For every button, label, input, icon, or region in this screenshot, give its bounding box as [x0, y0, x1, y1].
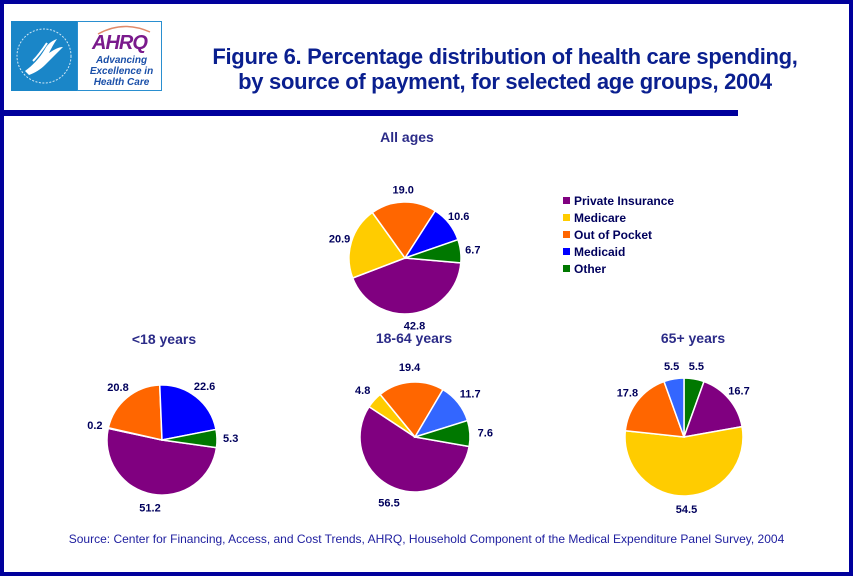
pie-slice-out-of-pocket [624, 380, 686, 438]
pie-slice-private-insurance [359, 405, 471, 493]
legend-label-private-insurance: Private Insurance [574, 194, 674, 208]
data-label-medicaid: 11.7 [460, 388, 481, 400]
pie-title-under-18: <18 years [132, 331, 196, 347]
data-label-other: 6.7 [465, 245, 480, 257]
pie-slice-other [414, 419, 471, 448]
data-label-medicare: 4.8 [355, 385, 370, 397]
pie-2: 56.5 4.8 19.4 11.7 7.6 [355, 362, 493, 510]
data-label-private-insurance: 56.5 [378, 497, 399, 509]
figure-title-line-2: by source of payment, for selected age g… [238, 69, 772, 94]
data-label-medicaid: 22.6 [194, 381, 215, 393]
figure-title-line-1: Figure 6. Percentage distribution of hea… [212, 44, 798, 69]
pie-title-18-64: 18-64 years [376, 330, 453, 346]
data-label-private-insurance: 42.8 [404, 321, 425, 333]
ahrq-brand-box: AHRQ Advancing Excellence in Health Care [77, 21, 162, 91]
pie-slice-out-of-pocket [371, 201, 437, 260]
ahrq-brand-text: AHRQ [92, 32, 148, 54]
legend-label-out-of-pocket: Out of Pocket [574, 228, 652, 242]
pie-slice-other [161, 428, 218, 449]
data-label-private-insurance: 51.2 [139, 503, 160, 515]
data-label-out-of-pocket: 19.4 [399, 362, 421, 374]
hhs-eagle-seal-icon [11, 21, 77, 91]
data-label-private-insurance: 16.7 [728, 386, 749, 398]
data-label-medicare: 54.5 [676, 504, 697, 516]
pie-slice-medicaid [158, 384, 217, 441]
pie-0: 42.8 20.9 19.0 10.6 6.7 [329, 185, 481, 333]
data-label-out-of-pocket: 17.8 [617, 388, 638, 400]
legend-swatch-private-insurance [563, 197, 570, 204]
legend-swatch-out-of-pocket [563, 231, 570, 238]
data-label-out-of-pocket: 19.0 [392, 185, 413, 197]
pie-slice-medicare [624, 425, 744, 497]
data-label-medicaid: 5.5 [664, 361, 679, 373]
data-label-out-of-pocket: 20.8 [107, 382, 128, 394]
pie-slice-medicare [348, 211, 407, 279]
legend-label-other: Other [574, 262, 606, 276]
legend-swatch-medicaid [563, 248, 570, 255]
pie-slice-private-insurance [682, 380, 743, 438]
ahrq-logo: AHRQ Advancing Excellence in Health Care [11, 21, 162, 91]
header-divider [0, 110, 738, 116]
pie-3: 5.5 16.7 54.5 17.8 5.5 [617, 361, 750, 516]
data-label-other: 5.5 [689, 361, 704, 373]
data-label-medicaid: 10.6 [448, 211, 469, 223]
pie-slice-other [404, 238, 462, 264]
pie-1: 51.2 0.2 20.8 22.6 5.3 [87, 381, 238, 515]
legend: Private Insurance Medicare Out of Pocket… [563, 194, 674, 276]
pie-slice-private-insurance [351, 257, 462, 315]
legend-label-medicare: Medicare [574, 211, 626, 225]
legend-swatch-other [563, 265, 570, 272]
legend-swatch-medicare [563, 214, 570, 221]
data-label-medicare: 0.2 [87, 420, 102, 432]
pie-slice-private-insurance [106, 427, 218, 496]
figure-title: Figure 6. Percentage distribution of hea… [175, 44, 835, 94]
pie-title-65-plus: 65+ years [661, 330, 725, 346]
legend-label-medicaid: Medicaid [574, 245, 625, 259]
data-label-other: 5.3 [223, 433, 238, 445]
pie-slice-out-of-pocket [107, 384, 163, 441]
data-label-other: 7.6 [478, 428, 493, 440]
source-note: Source: Center for Financing, Access, an… [68, 532, 785, 546]
pie-slice-out-of-pocket [379, 381, 444, 439]
ahrq-tagline: Advancing Excellence in Health Care [89, 55, 154, 88]
data-label-medicare: 20.9 [329, 233, 350, 245]
pie-title-all-ages: All ages [380, 129, 434, 145]
pie-slice-medicaid [663, 377, 685, 438]
